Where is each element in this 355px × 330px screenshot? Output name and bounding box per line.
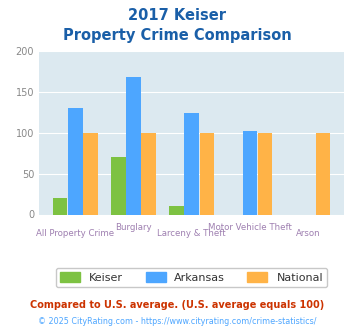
Text: Burglary: Burglary bbox=[115, 223, 152, 232]
Text: Motor Vehicle Theft: Motor Vehicle Theft bbox=[208, 223, 292, 232]
Bar bbox=[68, 108, 83, 214]
Text: Property Crime Comparison: Property Crime Comparison bbox=[63, 28, 292, 43]
Bar bbox=[185, 113, 199, 214]
Text: Compared to U.S. average. (U.S. average equals 100): Compared to U.S. average. (U.S. average … bbox=[31, 300, 324, 310]
Bar bbox=[200, 133, 214, 214]
Bar bbox=[242, 131, 257, 214]
Text: Arson: Arson bbox=[296, 229, 320, 238]
Legend: Keiser, Arkansas, National: Keiser, Arkansas, National bbox=[56, 268, 327, 287]
Bar bbox=[83, 133, 98, 214]
Bar bbox=[169, 206, 184, 214]
Text: All Property Crime: All Property Crime bbox=[36, 229, 114, 238]
Text: © 2025 CityRating.com - https://www.cityrating.com/crime-statistics/: © 2025 CityRating.com - https://www.city… bbox=[38, 317, 317, 326]
Text: 2017 Keiser: 2017 Keiser bbox=[129, 8, 226, 23]
Bar bbox=[258, 133, 272, 214]
Bar bbox=[126, 77, 141, 214]
Bar bbox=[111, 157, 126, 214]
Bar bbox=[141, 133, 156, 214]
Bar bbox=[316, 133, 331, 214]
Bar bbox=[53, 198, 67, 214]
Text: Larceny & Theft: Larceny & Theft bbox=[157, 229, 226, 238]
